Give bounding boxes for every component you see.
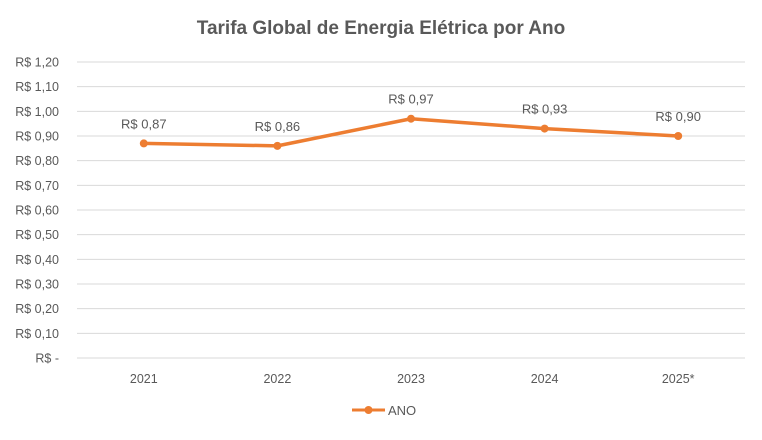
y-tick-label: R$ 0,60 — [15, 204, 59, 218]
data-label: R$ 0,90 — [655, 109, 701, 124]
data-label: R$ 0,93 — [522, 102, 568, 117]
series-line — [139, 114, 683, 150]
data-point[interactable] — [407, 114, 415, 123]
y-tick-label: R$ 0,30 — [15, 278, 59, 292]
data-label: R$ 0,86 — [255, 119, 301, 134]
y-axis-ticks: R$ - R$ 0,10 R$ 0,20 R$ 0,30 R$ 0,40 R$ 0,50 R… — [15, 56, 59, 366]
y-tick-label: R$ 1,10 — [15, 80, 59, 94]
gridlines — [77, 61, 745, 359]
x-tick-label: 2022 — [263, 372, 291, 386]
x-tick-label: 2024 — [531, 372, 559, 386]
x-tick-label: 2023 — [397, 372, 425, 386]
y-tick-label: R$ 0,50 — [15, 228, 59, 242]
y-tick-label: R$ 0,80 — [15, 154, 59, 168]
x-tick-label: 2021 — [130, 372, 158, 386]
x-tick-label: 2025* — [662, 372, 695, 386]
data-point[interactable] — [674, 132, 683, 140]
y-tick-label: R$ - — [35, 352, 59, 366]
legend-label: ANO — [388, 403, 416, 418]
data-labels: R$ 0,87 R$ 0,86 R$ 0,97 R$ 0,93 R$ 0,90 — [121, 92, 701, 134]
legend[interactable]: ANO — [352, 403, 416, 418]
y-tick-label: R$ 0,70 — [15, 179, 59, 193]
y-tick-label: R$ 0,20 — [15, 302, 59, 316]
chart-title: Tarifa Global de Energia Elétrica por An… — [197, 18, 565, 39]
y-tick-label: R$ 1,00 — [15, 105, 59, 119]
y-tick-label: R$ 0,10 — [15, 327, 59, 341]
y-tick-label: R$ 0,90 — [15, 130, 59, 144]
data-point[interactable] — [540, 124, 549, 133]
y-tick-label: R$ 1,20 — [15, 56, 59, 70]
series-line-path — [143, 116, 679, 148]
data-label: R$ 0,87 — [121, 116, 167, 131]
x-axis-ticks: 2021 2022 2023 2024 2025* — [130, 372, 695, 386]
data-label: R$ 0,97 — [388, 92, 434, 107]
legend-marker-icon — [364, 406, 373, 414]
data-point[interactable] — [273, 141, 282, 150]
data-point[interactable] — [139, 139, 148, 148]
y-tick-label: R$ 0,40 — [15, 253, 59, 267]
